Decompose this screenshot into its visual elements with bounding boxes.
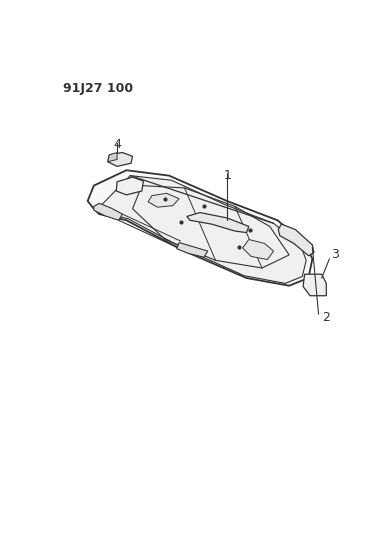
Text: 4: 4	[113, 138, 121, 151]
Polygon shape	[278, 224, 314, 256]
Text: 1: 1	[223, 168, 231, 182]
Text: 3: 3	[331, 248, 339, 261]
Polygon shape	[243, 239, 274, 260]
Polygon shape	[177, 243, 208, 257]
Polygon shape	[94, 203, 122, 220]
Polygon shape	[303, 274, 326, 296]
Polygon shape	[102, 175, 306, 284]
Polygon shape	[108, 152, 117, 161]
Text: 91J27 100: 91J27 100	[63, 82, 133, 95]
Polygon shape	[148, 193, 179, 207]
Polygon shape	[116, 177, 143, 195]
Polygon shape	[108, 152, 133, 166]
Polygon shape	[88, 170, 312, 286]
Polygon shape	[187, 213, 249, 232]
Text: 2: 2	[322, 311, 330, 324]
